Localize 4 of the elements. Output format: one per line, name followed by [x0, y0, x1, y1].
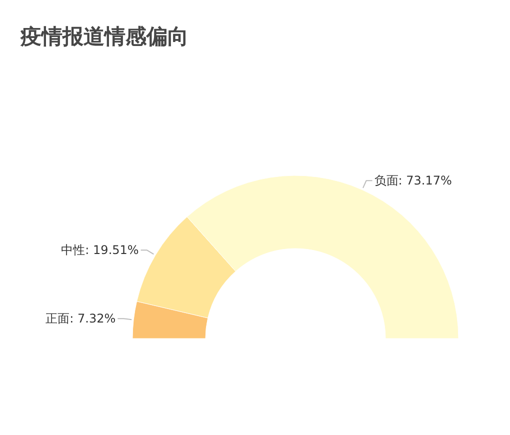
slice-label: 中性: 19.51% — [61, 243, 139, 258]
chart-title: 疫情报道情感偏向 — [20, 24, 188, 48]
slice-label: 负面: 73.17% — [374, 174, 452, 188]
slice-label: 正面: 7.32% — [46, 312, 116, 326]
